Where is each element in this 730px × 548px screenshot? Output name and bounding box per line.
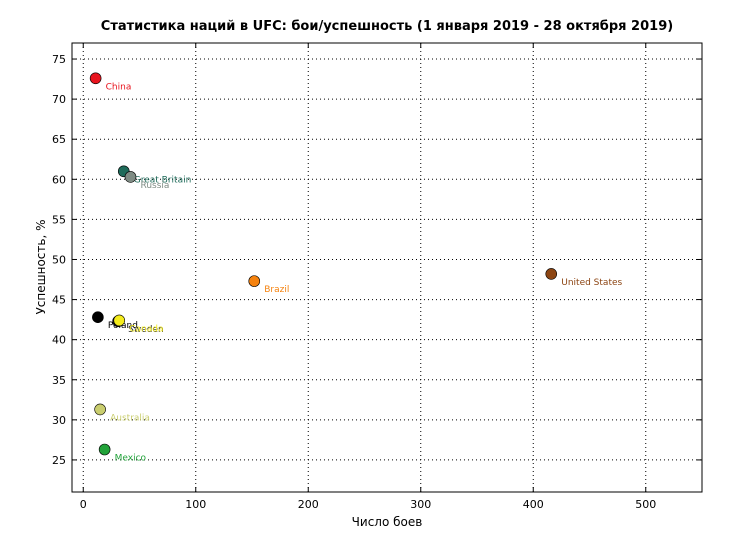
axis-ticks: 0 100 200 300 400 500 25 30 35 40 45 50 55 60 65 70 75 [52,43,702,511]
x-tick-label: 0 [80,498,87,511]
x-tick-label: 400 [523,498,544,511]
y-tick-label: 50 [52,253,66,266]
y-axis-label: Успешность, % [34,220,48,315]
data-label: United States [561,278,622,288]
data-label: Mexico [115,454,147,464]
data-point [92,311,104,324]
data-point [89,72,102,85]
y-tick-label: 45 [52,294,66,307]
y-tick-label: 55 [52,213,66,226]
plot-frame [71,42,703,493]
chart-title: Статистика наций в UFC: бои/успешность (… [101,19,673,34]
x-tick-label: 500 [635,498,656,511]
data-label: Sweden [128,325,164,335]
y-tick-label: 25 [52,454,66,467]
y-tick-label: 40 [52,334,66,347]
data-label: China [106,82,132,92]
data-label: Russia [141,181,170,191]
x-tick-label: 300 [410,498,431,511]
y-tick-label: 35 [52,374,66,387]
data-label: Poland [108,321,138,331]
data-label: Brazil [264,285,289,295]
data-point [124,171,137,183]
x-tick-label: 100 [185,498,206,511]
data-point [94,403,106,416]
data-label: Canada [129,324,163,334]
y-tick-label: 70 [52,93,66,106]
data-label: Great Britain [134,175,192,185]
x-axis-label: Число боев [352,515,423,529]
data-point [248,275,261,287]
y-tick-label: 60 [52,173,66,186]
x-tick-label: 200 [298,498,319,511]
data-point [98,443,111,456]
data-point [545,268,558,280]
grid-lines [72,43,702,492]
y-tick-label: 30 [52,414,66,427]
data-label: Australia [110,413,150,423]
y-tick-label: 65 [52,133,66,146]
data-point [113,314,126,327]
y-tick-label: 75 [52,53,66,66]
